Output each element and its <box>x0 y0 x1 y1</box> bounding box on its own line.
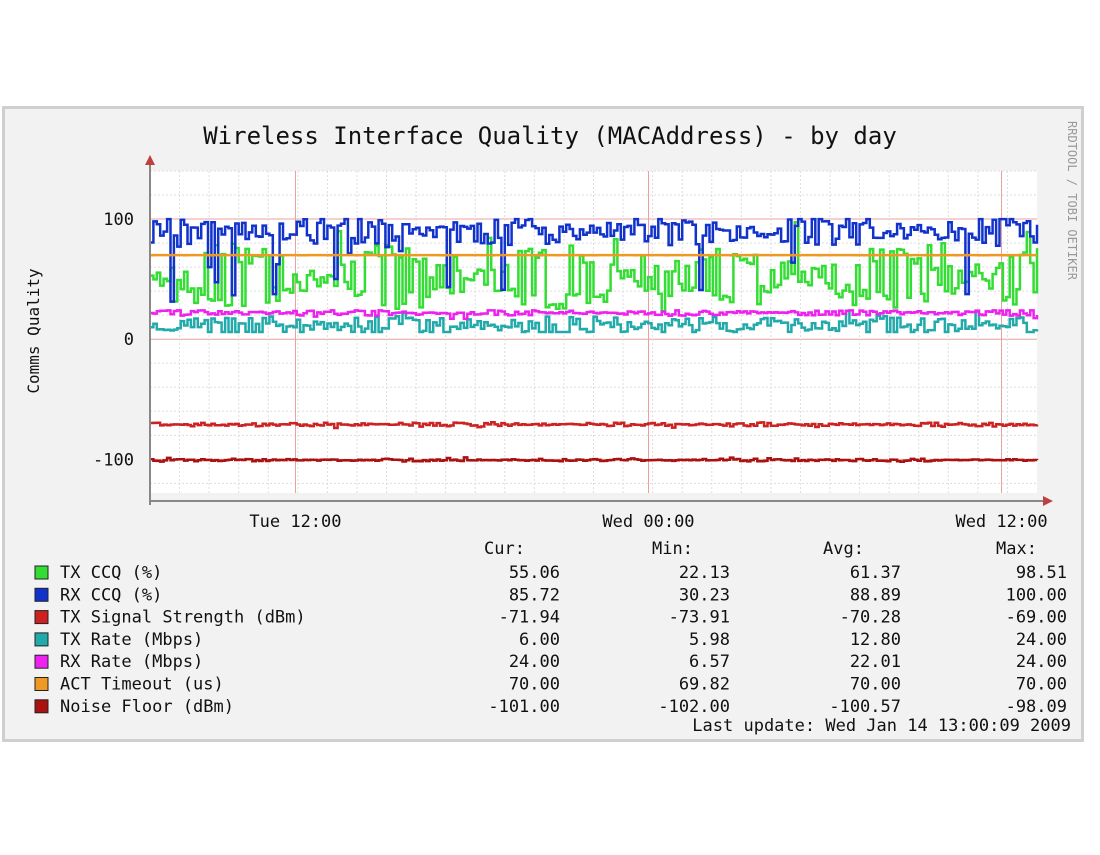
legend-value: -98.09 <box>1006 697 1067 717</box>
legend-value: 6.00 <box>519 630 560 650</box>
legend-swatch <box>34 565 49 580</box>
legend-value: 85.72 <box>509 585 560 605</box>
legend-series-name: TX Rate (Mbps) <box>60 630 203 650</box>
legend-swatch <box>34 677 49 691</box>
legend-series-name: RX CCQ (%) <box>60 585 162 605</box>
legend-value: 24.00 <box>509 652 560 672</box>
legend-series-name: ACT Timeout (us) <box>60 675 224 695</box>
legend-header: Cur: <box>484 539 525 559</box>
legend-value: 24.00 <box>1016 630 1067 650</box>
series-line-4 <box>150 309 1039 321</box>
legend-value: 88.89 <box>850 585 901 605</box>
series-line-2 <box>150 421 1039 430</box>
y-tick-label: 0 <box>124 330 134 350</box>
legend-value: 55.06 <box>509 563 560 583</box>
legend-value: 5.98 <box>689 630 730 650</box>
y-axis-arrow <box>145 155 155 165</box>
legend-value: 98.51 <box>1016 563 1067 583</box>
legend-value: 70.00 <box>850 675 901 695</box>
x-tick-label: Tue 12:00 <box>249 512 341 532</box>
legend-header: Min: <box>652 539 693 559</box>
legend-value: 12.80 <box>850 630 901 650</box>
series-lines <box>150 217 1039 463</box>
legend-value: 70.00 <box>509 675 560 695</box>
legend-value: 6.57 <box>689 652 730 672</box>
legend-series-name: Noise Floor (dBm) <box>60 697 234 717</box>
legend: Cur: Min: Avg: Max: TX CCQ (%) 55.06 22.13 61.3… <box>34 539 1071 736</box>
x-axis-arrow <box>1043 496 1053 506</box>
tick-labels: 100 0 -100 Tue 12:00 Wed 00:00 Wed 12:00 <box>93 210 1048 532</box>
legend-value: -102.00 <box>658 697 730 717</box>
legend-series-name: TX Signal Strength (dBm) <box>60 608 306 628</box>
rrdtool-watermark: RRDTOOL / TOBI OETIKER <box>1065 121 1079 281</box>
legend-swatch <box>34 610 49 625</box>
y-tick-label: -100 <box>93 450 134 470</box>
legend-value: 69.82 <box>679 675 730 695</box>
legend-value: 61.37 <box>850 563 901 583</box>
legend-swatch <box>34 654 49 669</box>
series-line-1 <box>150 217 1039 303</box>
legend-swatch <box>34 632 49 647</box>
x-tick-label: Wed 00:00 <box>602 512 694 532</box>
legend-header: Avg: <box>823 539 864 559</box>
last-update: Last update: Wed Jan 14 13:00:09 2009 <box>692 716 1071 736</box>
legend-value: -73.91 <box>669 608 730 628</box>
x-tick-label: Wed 12:00 <box>955 512 1047 532</box>
graph-panel: Wireless Interface Quality (MACAddress) … <box>2 106 1084 742</box>
axes <box>145 155 1053 506</box>
legend-value: -101.00 <box>488 697 560 717</box>
y-axis-label: Comms Quality <box>24 268 43 394</box>
rrd-chart: Wireless Interface Quality (MACAddress) … <box>24 121 1079 736</box>
legend-value: -70.28 <box>840 608 901 628</box>
legend-swatch <box>34 587 49 602</box>
legend-series-name: TX CCQ (%) <box>60 563 162 583</box>
legend-swatch <box>34 699 49 714</box>
chart-title: Wireless Interface Quality (MACAddress) … <box>203 122 897 150</box>
legend-value: 22.13 <box>679 563 730 583</box>
y-tick-label: 100 <box>103 210 134 230</box>
legend-header: Max: <box>996 539 1037 559</box>
legend-value: -100.57 <box>829 697 901 717</box>
legend-value: 100.00 <box>1006 585 1067 605</box>
legend-value: 30.23 <box>679 585 730 605</box>
legend-value: 70.00 <box>1016 675 1067 695</box>
legend-value: 24.00 <box>1016 652 1067 672</box>
series-line-3 <box>150 309 1039 334</box>
legend-series-name: RX Rate (Mbps) <box>60 652 203 672</box>
series-line-0 <box>150 221 1039 313</box>
legend-value: -69.00 <box>1006 608 1067 628</box>
series-line-6 <box>150 456 1039 463</box>
legend-value: -71.94 <box>499 608 560 628</box>
legend-value: 22.01 <box>850 652 901 672</box>
